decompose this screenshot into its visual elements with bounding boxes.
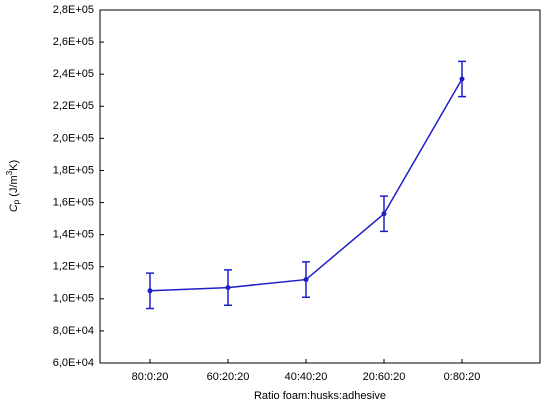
x-tick-label: 40:40:20 <box>285 371 328 383</box>
series-line <box>149 78 463 292</box>
y-tick-label: 2,0E+05 <box>53 132 94 144</box>
y-tick-label: 1,0E+05 <box>53 293 94 305</box>
y-label-subscript: p <box>12 199 21 204</box>
data-point <box>459 76 465 82</box>
data-point <box>147 288 153 294</box>
y-axis-label: Cp (J/m3K) <box>5 160 21 212</box>
x-tick-label: 80:0:20 <box>132 371 169 383</box>
data-point <box>381 211 387 217</box>
y-tick-label: 1,2E+05 <box>53 261 94 273</box>
y-tick-label: 1,8E+05 <box>53 164 94 176</box>
x-tick-label: 60:20:20 <box>207 371 250 383</box>
y-tick-label: 2,4E+05 <box>53 68 94 80</box>
y-tick-label: 2,8E+05 <box>53 4 94 16</box>
y-label-unit-end: K) <box>8 160 20 171</box>
x-tick-label: 20:60:20 <box>363 371 406 383</box>
y-label-superscript: 3 <box>5 170 14 175</box>
y-tick-label: 6,0E+04 <box>53 357 94 369</box>
y-label-unit: (J/m <box>8 175 20 199</box>
data-point <box>225 285 231 291</box>
data-point <box>303 277 309 283</box>
y-label-symbol: C <box>8 204 20 212</box>
y-tick-label: 2,6E+05 <box>53 36 94 48</box>
x-tick-label: 0:80:20 <box>444 371 481 383</box>
y-tick-label: 1,6E+05 <box>53 196 94 208</box>
plot-frame <box>99 9 541 364</box>
y-tick-label: 2,2E+05 <box>53 100 94 112</box>
y-tick-label: 8,0E+04 <box>53 325 94 337</box>
y-tick-label: 1,4E+05 <box>53 229 94 241</box>
x-axis-label: Ratio foam:husks:adhesive <box>254 390 386 402</box>
